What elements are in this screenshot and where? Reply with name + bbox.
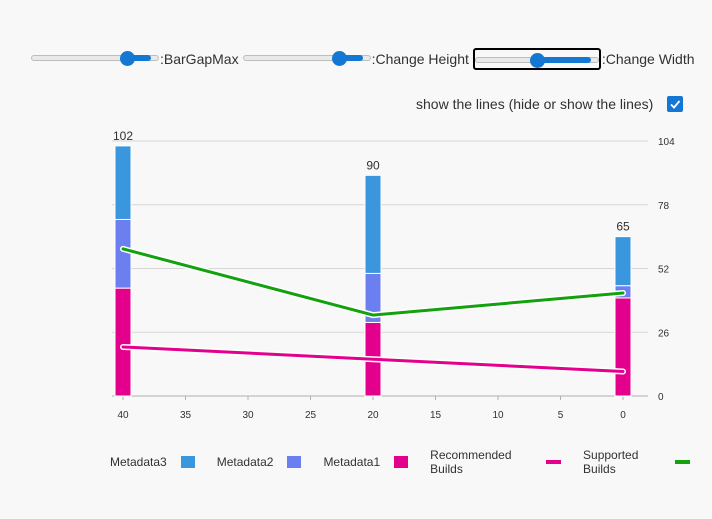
change-width-slider[interactable] <box>472 48 601 70</box>
y-tick-label: 26 <box>658 328 670 339</box>
x-tick-label: 0 <box>620 410 626 421</box>
y-tick-label: 78 <box>658 201 670 212</box>
bar-total-label: 65 <box>616 220 630 234</box>
bar-gap-max-control: :BarGapMax <box>31 48 243 70</box>
x-tick-label: 20 <box>367 410 379 421</box>
change-width-control: :Change Width <box>472 48 699 70</box>
line-recommended-builds <box>121 345 625 373</box>
change-height-slider[interactable] <box>242 48 371 70</box>
bar-segment-metadata3 <box>364 174 382 274</box>
y-tick-label: 0 <box>658 392 664 403</box>
change-height-control: :Change Height <box>242 48 473 70</box>
x-tick-label: 35 <box>180 410 192 421</box>
bar-segment-metadata2 <box>114 218 132 289</box>
bar-segment-metadata1 <box>114 287 132 397</box>
legend-item[interactable]: Metadata3 <box>110 455 195 469</box>
line-supported-builds <box>121 247 625 317</box>
bar-gap-max-label: :BarGapMax <box>160 51 239 67</box>
bar-gap-max-slider[interactable] <box>31 48 159 70</box>
legend-item[interactable]: Metadata2 <box>217 455 302 469</box>
bar-total-label: 102 <box>113 129 133 143</box>
legend-swatch <box>675 460 690 464</box>
show-lines-checkbox[interactable] <box>667 96 684 112</box>
change-width-label: :Change Width <box>601 51 695 67</box>
x-tick-label: 40 <box>117 410 129 421</box>
show-lines-toggle: show the lines (hide or show the lines) <box>416 96 684 112</box>
line-halo <box>120 343 626 375</box>
legend-label: Recommended Builds <box>430 448 512 476</box>
change-height-label: :Change Height <box>371 51 469 67</box>
x-tick-label: 25 <box>305 410 317 421</box>
bar-total-label: 90 <box>366 158 380 172</box>
x-tick-label: 15 <box>430 410 442 421</box>
line-halo <box>120 245 626 319</box>
legend-swatch <box>287 456 302 468</box>
bar-segment-metadata3 <box>114 145 132 220</box>
legend-label: Metadata1 <box>323 455 381 469</box>
y-tick-label: 104 <box>658 137 675 148</box>
bar-segment-metadata3 <box>614 236 632 287</box>
y-tick-label: 52 <box>658 265 670 276</box>
bar-segment-metadata2 <box>364 272 382 323</box>
legend-label: Metadata3 <box>110 455 167 469</box>
x-tick-label: 5 <box>558 410 564 421</box>
slider-thumb[interactable] <box>331 51 347 66</box>
legend-item[interactable]: Supported Builds <box>583 448 690 476</box>
slider-controls: :BarGapMax :Change Height :Change Width <box>31 48 699 70</box>
show-lines-label: show the lines (hide or show the lines) <box>416 96 654 112</box>
legend-label: Supported Builds <box>583 448 639 476</box>
legend-swatch <box>180 456 195 468</box>
chart-legend: Metadata3 Metadata2 Metadata1 Recommended B… <box>110 448 712 476</box>
legend-item[interactable]: Recommended Builds <box>430 448 562 476</box>
slider-thumb[interactable] <box>529 53 545 68</box>
x-tick-label: 30 <box>242 410 254 421</box>
bar-segment-metadata1 <box>614 297 632 397</box>
bar-segment-metadata2 <box>614 285 632 299</box>
x-tick-label: 10 <box>492 410 504 421</box>
slider-thumb[interactable] <box>120 51 135 66</box>
checkmark-icon <box>670 100 681 109</box>
bar-segment-metadata1 <box>364 321 382 397</box>
legend-swatch <box>546 460 562 464</box>
legend-label: Metadata2 <box>216 455 274 469</box>
legend-item[interactable]: Metadata1 <box>323 455 409 469</box>
legend-swatch <box>394 456 409 468</box>
